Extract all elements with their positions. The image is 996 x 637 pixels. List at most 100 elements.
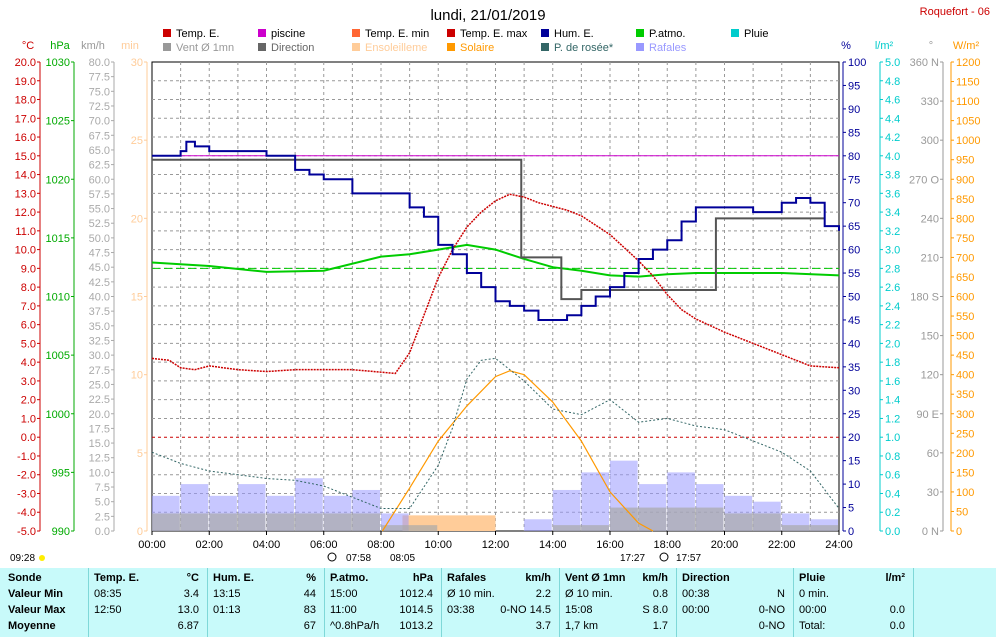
rain-axis-tick-label: 1.6 [885, 376, 900, 388]
temp-axis-tick-label: 11.0 [15, 226, 36, 238]
solar-axis-tick-label: 400 [956, 370, 974, 382]
sunset-marker [659, 552, 669, 562]
wind-axis-tick-label: 60.0 [89, 174, 110, 186]
wind-unit: km/h [81, 40, 105, 52]
wind-bar [381, 525, 438, 531]
legend-swatch [731, 29, 739, 37]
solar-axis-tick-label: 850 [956, 194, 974, 206]
direction-line [152, 158, 825, 301]
hum-axis-tick-label: 100 [848, 57, 866, 69]
solar-axis-tick-label: 500 [956, 331, 974, 343]
wind-axis-tick-label: 0.0 [95, 526, 110, 538]
rain-unit: l/m² [875, 40, 894, 52]
hum-axis-tick-label: 75 [848, 174, 860, 186]
temp-axis-tick-label: 13.0 [15, 188, 36, 200]
legend-label: Ensoleilleme [365, 42, 427, 54]
press-axis-tick-label: 1015 [46, 233, 70, 245]
row-label-min: Valeur Min [8, 588, 64, 600]
solar-axis-tick-label: 300 [956, 409, 974, 421]
wind-axis-tick-label: 45.0 [89, 262, 110, 274]
stats-cell-value: 2.2 [535, 588, 551, 600]
solar-axis-tick-label: 1200 [956, 57, 980, 69]
rain-axis-tick-label: 0.6 [885, 470, 900, 482]
stats-column: Temp. E. °C 08:35 3.4 12:50 13.0 6.87 [88, 568, 208, 637]
gust-bar [581, 472, 609, 531]
dir-axis-tick-label: 330 [921, 96, 939, 108]
solar-axis-tick-label: 1000 [956, 135, 980, 147]
stats-cell-time: Ø 10 min. [447, 588, 495, 600]
stats-col-unit: l/m² [885, 572, 905, 584]
solar-axis-tick-label: 600 [956, 292, 974, 304]
rain-axis-tick-label: 1.4 [885, 395, 900, 407]
wind-axis-tick-label: 37.5 [89, 306, 110, 318]
sunset-time-2: 17:57 [676, 553, 701, 564]
solar-axis-tick-label: 950 [956, 155, 974, 167]
hum-unit: % [841, 40, 851, 52]
legend-swatch [636, 43, 644, 51]
sunmin-axis-tick-label: 0 [137, 526, 143, 538]
temp-axis-tick-label: 17.0 [15, 113, 36, 125]
hum-axis-tick-label: 70 [848, 198, 860, 210]
stats-col-unit: hPa [412, 572, 433, 584]
solar-axis-tick-label: 100 [956, 487, 974, 499]
stats-cell-value: 3.7 [535, 620, 551, 632]
wind-axis-tick-label: 5.0 [95, 497, 110, 509]
hum-axis-tick-label: 30 [848, 385, 860, 397]
press-axis-tick-label: 1005 [46, 350, 70, 362]
wind-bar [724, 513, 781, 531]
hum-axis-tick-label: 60 [848, 245, 860, 257]
legend-label: Pluie [744, 28, 768, 40]
rain-axis-tick-label: 2.2 [885, 320, 900, 332]
sunmin-axis-tick-label: 10 [131, 370, 143, 382]
rain-axis-tick-label: 3.2 [885, 226, 900, 238]
stats-cell-time: ^0.8hPa/h [330, 620, 380, 632]
stats-cell-value: 0.0 [889, 604, 905, 616]
stats-cell-time: 00:00 [799, 604, 827, 616]
stats-cell-time: 11:00 [330, 604, 357, 616]
legend-label: Temp. E. [176, 28, 219, 40]
hum-axis-tick-label: 65 [848, 221, 860, 233]
hum-axis-tick-label: 35 [848, 362, 860, 374]
x-tick-label: 22:00 [768, 539, 796, 551]
stats-col-head: Pluie [799, 572, 826, 584]
wind-axis-tick-label: 7.5 [95, 482, 110, 494]
wind-axis-tick-label: 75.0 [89, 86, 110, 98]
temp-axis-tick-label: 8.0 [21, 282, 36, 294]
rain-axis-tick-label: 4.2 [885, 132, 900, 144]
rain-axis-tick-label: 3.4 [885, 207, 900, 219]
x-tick-label: 02:00 [195, 539, 223, 551]
temp-unit: °C [22, 40, 34, 52]
dir-axis-tick-label: 210 [921, 252, 939, 264]
stats-col-head: Temp. E. [94, 572, 140, 584]
row-label-max: Valeur Max [8, 604, 66, 616]
solar-axis-tick-label: 1100 [956, 96, 980, 108]
legend-label: Temp. E. max [460, 28, 528, 40]
stats-cell-value: S 8.0 [642, 604, 668, 616]
wind-axis-tick-label: 35.0 [89, 321, 110, 333]
rain-axis-tick-label: 1.0 [885, 432, 900, 444]
legend-label: Temp. E. min [365, 28, 429, 40]
press-axis-tick-label: 995 [52, 467, 70, 479]
solar-axis-tick-label: 1050 [956, 116, 980, 128]
temp-axis-tick-label: 12.0 [15, 207, 36, 219]
wind-bar [323, 513, 380, 531]
stats-cell-time: 00:38 [682, 588, 710, 600]
sunrise-time-2: 08:05 [390, 553, 415, 564]
stats-cell-value: 0-NO 14.5 [500, 604, 551, 616]
stats-cell-time: 15:08 [565, 604, 593, 616]
legend-label: Vent Ø 1mn [176, 42, 234, 54]
hum-axis-tick-label: 5 [848, 503, 854, 515]
temp-axis-tick-label: 20.0 [15, 57, 36, 69]
stats-cell-value: 13.0 [177, 604, 199, 616]
station-name: Roquefort - 06 [920, 6, 990, 18]
sun-left-marker [39, 555, 45, 561]
sunmin-axis-tick-label: 15 [131, 292, 143, 304]
stats-cell-value: 3.4 [183, 588, 199, 600]
wind-axis-tick-label: 27.5 [89, 365, 110, 377]
stats-col-head: Hum. E. [213, 572, 254, 584]
stats-col-unit: km/h [642, 572, 668, 584]
legend-swatch [541, 43, 549, 51]
plot-area [151, 140, 840, 532]
stats-cell-value: 6.87 [177, 620, 199, 632]
x-axis: 00:00 02:00 04:00 06:00 08:00 10:00 12:00 14:00… [39, 531, 853, 562]
